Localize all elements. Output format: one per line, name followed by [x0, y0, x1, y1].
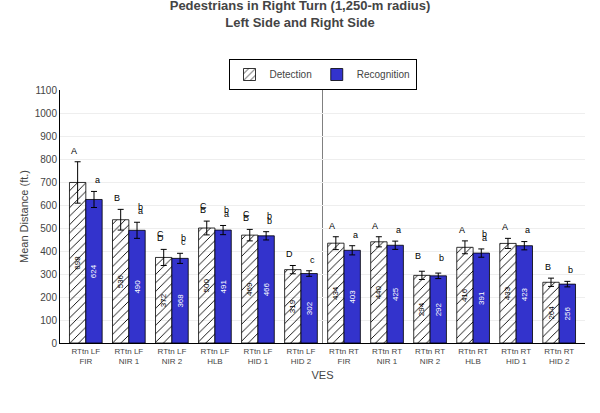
svg-text:400: 400	[40, 246, 57, 257]
svg-text:a: a	[482, 233, 487, 243]
svg-text:RTtn LFHID 2: RTtn LFHID 2	[287, 347, 316, 366]
svg-text:Detection: Detection	[270, 69, 312, 80]
svg-text:200: 200	[40, 292, 57, 303]
svg-text:a: a	[95, 175, 100, 185]
svg-text:469: 469	[245, 282, 254, 296]
svg-text:b: b	[138, 202, 143, 212]
svg-text:698: 698	[73, 256, 82, 270]
svg-text:A: A	[372, 221, 378, 231]
svg-text:900: 900	[40, 131, 57, 142]
svg-text:c: c	[310, 255, 315, 265]
svg-text:403: 403	[348, 290, 357, 304]
svg-text:500: 500	[40, 223, 57, 234]
svg-text:Recognition: Recognition	[357, 69, 410, 80]
svg-text:RTtn LFNIR 1: RTtn LFNIR 1	[114, 347, 143, 366]
svg-text:a: a	[525, 225, 530, 235]
svg-text:294: 294	[417, 302, 426, 316]
svg-text:RTtn LFHLB: RTtn LFHLB	[201, 347, 230, 366]
svg-text:302: 302	[305, 301, 314, 315]
svg-text:434: 434	[331, 286, 340, 300]
svg-text:491: 491	[219, 280, 228, 294]
svg-text:500: 500	[202, 279, 211, 293]
svg-text:D: D	[286, 249, 293, 259]
svg-text:b: b	[267, 211, 272, 221]
svg-text:b: b	[267, 216, 272, 226]
svg-text:RTtn LFNIR 2: RTtn LFNIR 2	[158, 347, 187, 366]
svg-text:292: 292	[434, 302, 443, 316]
svg-text:RTtn RTHID 1: RTtn RTHID 1	[501, 347, 531, 366]
svg-text:VES: VES	[311, 369, 333, 381]
svg-text:416: 416	[460, 288, 469, 302]
svg-text:b: b	[482, 229, 487, 239]
svg-text:RTtn RTNIR 1: RTtn RTNIR 1	[372, 347, 402, 366]
svg-text:RTtn RTHLB: RTtn RTHLB	[458, 347, 488, 366]
svg-text:RTtn LFHID 1: RTtn LFHID 1	[244, 347, 273, 366]
svg-text:A: A	[459, 225, 465, 235]
svg-text:100: 100	[40, 315, 57, 326]
svg-text:a: a	[353, 230, 358, 240]
svg-text:D: D	[157, 233, 164, 243]
svg-text:b: b	[439, 253, 444, 263]
svg-text:600: 600	[40, 200, 57, 211]
svg-text:319: 319	[288, 299, 297, 313]
svg-text:a: a	[224, 209, 229, 219]
svg-text:b: b	[568, 265, 573, 275]
svg-text:B: B	[243, 213, 249, 223]
svg-text:a: a	[138, 206, 143, 216]
svg-text:256: 256	[563, 307, 572, 321]
svg-text:C: C	[157, 229, 164, 239]
svg-text:RTtn RTNIR 2: RTtn RTNIR 2	[415, 347, 445, 366]
svg-text:300: 300	[40, 269, 57, 280]
svg-text:624: 624	[89, 264, 98, 278]
svg-text:536: 536	[116, 274, 125, 288]
svg-text:1100: 1100	[35, 85, 57, 96]
svg-text:700: 700	[40, 177, 57, 188]
svg-text:c: c	[181, 237, 186, 247]
svg-text:800: 800	[40, 154, 57, 165]
svg-text:A: A	[502, 222, 508, 232]
svg-text:A: A	[71, 146, 77, 156]
svg-text:B: B	[415, 251, 421, 261]
svg-text:368: 368	[176, 294, 185, 308]
svg-text:Mean Distance (ft.): Mean Distance (ft.)	[18, 170, 30, 263]
svg-text:433: 433	[503, 286, 512, 300]
svg-text:423: 423	[520, 287, 529, 301]
svg-text:425: 425	[391, 287, 400, 301]
svg-text:b: b	[224, 205, 229, 215]
svg-text:A: A	[329, 221, 335, 231]
svg-text:a: a	[396, 225, 401, 235]
svg-text:RTtn LFFIR: RTtn LFFIR	[71, 347, 100, 366]
svg-text:RTtn RTFIR: RTtn RTFIR	[329, 347, 359, 366]
svg-text:RTtn RTHID 2: RTtn RTHID 2	[544, 347, 574, 366]
svg-text:0: 0	[51, 338, 57, 349]
svg-text:B: B	[545, 262, 551, 272]
svg-text:440: 440	[374, 285, 383, 299]
svg-text:b: b	[181, 233, 186, 243]
svg-text:391: 391	[477, 291, 486, 305]
svg-text:372: 372	[159, 293, 168, 307]
svg-text:B: B	[114, 193, 120, 203]
svg-text:B: B	[200, 205, 206, 215]
svg-text:264: 264	[547, 306, 556, 320]
svg-text:Pedestrians in Right Turn (1,2: Pedestrians in Right Turn (1,250-m radiu…	[170, 0, 431, 30]
svg-text:466: 466	[262, 282, 271, 296]
svg-text:C: C	[200, 201, 207, 211]
svg-text:C: C	[243, 209, 250, 219]
svg-text:1000: 1000	[35, 108, 58, 119]
svg-text:490: 490	[133, 280, 142, 294]
